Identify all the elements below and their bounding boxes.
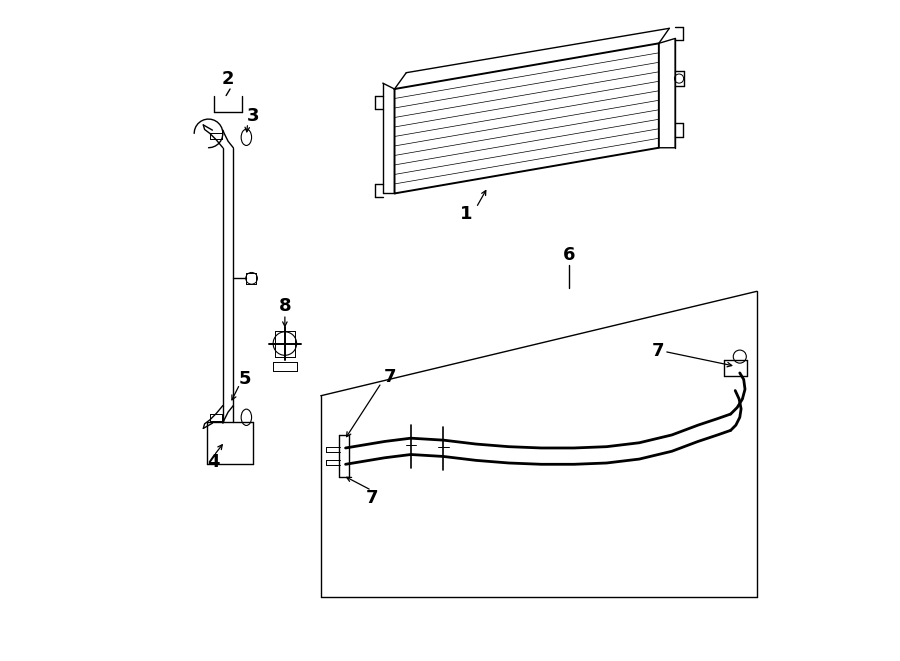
Text: 1: 1 bbox=[460, 206, 473, 223]
Text: 8: 8 bbox=[279, 297, 292, 315]
Text: 2: 2 bbox=[221, 70, 234, 88]
Text: 5: 5 bbox=[238, 370, 251, 389]
Text: 7: 7 bbox=[383, 368, 396, 387]
Text: 4: 4 bbox=[208, 453, 220, 471]
Text: 7: 7 bbox=[652, 342, 664, 360]
Text: 7: 7 bbox=[365, 489, 378, 507]
Text: 6: 6 bbox=[562, 247, 575, 264]
Text: 3: 3 bbox=[247, 108, 259, 126]
